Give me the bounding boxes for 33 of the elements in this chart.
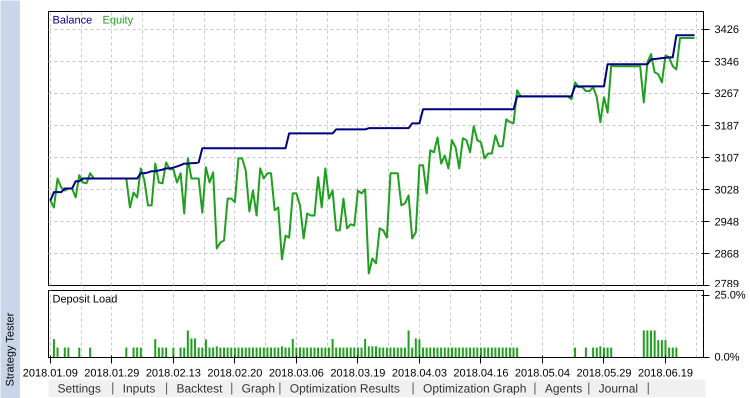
text: Graph [242, 382, 275, 396]
x-tick-label: 2018.03.06 [268, 368, 324, 380]
x-tick-label: 2018.04.16 [453, 368, 508, 380]
y-tick-label: 3426 [714, 24, 739, 36]
x-tick-label: 2018.01.09 [22, 368, 78, 380]
y-tick-label: 25.0% [714, 289, 746, 302]
text: Optimization Graph [422, 382, 526, 396]
y-tick-label: 0.0% [714, 352, 740, 364]
x-tick-label: 2018.03.19 [330, 368, 386, 380]
x-tick-label: 2018.01.29 [84, 368, 140, 380]
y-tick-label: 2948 [714, 216, 739, 229]
x-tick-label: 2018.05.29 [576, 368, 632, 380]
y-tick-label: 3028 [714, 184, 739, 196]
y-tick-label: 3267 [714, 88, 739, 100]
text: Inputs [122, 382, 156, 396]
text: Strategy Tester [4, 312, 16, 386]
text: Settings [58, 382, 101, 396]
x-tick-label: 2018.04.03 [392, 368, 447, 380]
text: Backtest [176, 382, 224, 396]
text: Journal [598, 382, 638, 396]
x-tick-label: 2018.02.20 [207, 368, 262, 380]
text: Optimization Results [290, 382, 400, 396]
y-tick-label: 2868 [714, 248, 739, 261]
text: Agents [544, 382, 582, 396]
x-tick-label: 2018.06.19 [638, 368, 694, 380]
x-tick-label: 2018.05.04 [514, 368, 570, 380]
chart-title: Deposit Load [52, 294, 118, 306]
y-tick-label: 3187 [714, 120, 739, 132]
x-tick-label: 2018.02.13 [146, 368, 201, 380]
y-tick-label: 3346 [714, 56, 739, 68]
y-tick-label: 3107 [714, 152, 739, 165]
text: Balance [52, 14, 92, 26]
text: Equity [102, 14, 134, 26]
